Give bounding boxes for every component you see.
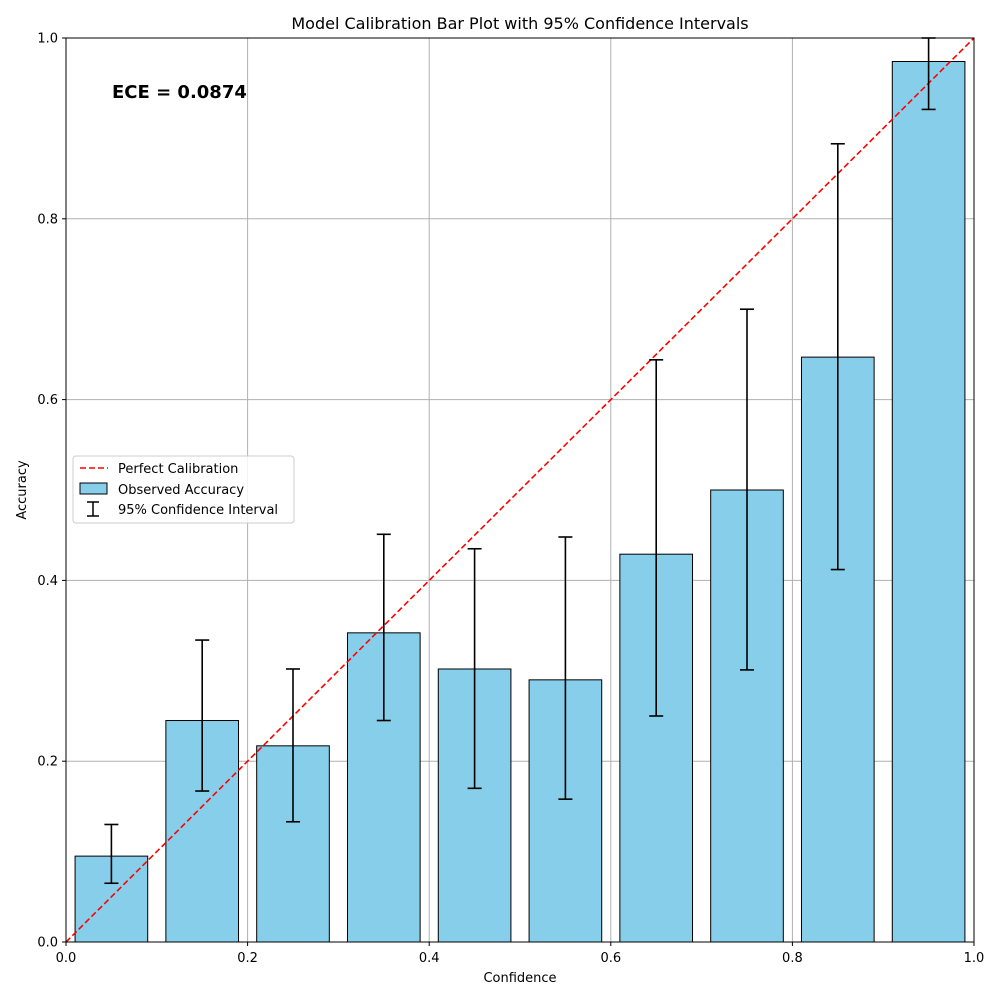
x-tick-label: 0.8 bbox=[782, 951, 803, 966]
x-tick-label: 0.2 bbox=[237, 951, 258, 966]
x-tick-label: 0.0 bbox=[56, 951, 77, 966]
y-tick-label: 0.2 bbox=[37, 755, 58, 770]
y-tick-label: 1.0 bbox=[37, 32, 58, 47]
legend: Perfect Calibration Observed Accuracy 95… bbox=[72, 455, 295, 524]
plot-frame bbox=[65, 37, 975, 943]
y-tick-label: 0.6 bbox=[37, 393, 58, 408]
y-tick-label: 0.4 bbox=[37, 574, 58, 589]
legend-box bbox=[72, 455, 295, 524]
legend-label-observed-accuracy: Observed Accuracy bbox=[118, 483, 244, 498]
x-tick-label: 0.6 bbox=[600, 951, 621, 966]
y-tick-label: 0.0 bbox=[37, 936, 58, 951]
accuracy-bar bbox=[891, 61, 966, 943]
y-axis-label: Accuracy bbox=[15, 460, 30, 520]
ece-annotation: ECE = 0.0874 bbox=[112, 82, 247, 103]
axis-ticks: 0.0 0.2 0.4 0.6 0.8 1.0 0.0 0.2 0.4 0.6 0.8 1.0 bbox=[37, 32, 984, 967]
perfect-calibration-line bbox=[65, 37, 975, 943]
legend-bar-swatch bbox=[79, 482, 108, 495]
x-axis-label: Confidence bbox=[483, 971, 556, 986]
x-tick-label: 0.4 bbox=[419, 951, 440, 966]
x-tick-label: 1.0 bbox=[964, 951, 985, 966]
error-bars bbox=[104, 37, 936, 885]
y-tick-label: 0.8 bbox=[37, 212, 58, 227]
perfect-calibration-line-group bbox=[65, 37, 975, 943]
chart-title: Model Calibration Bar Plot with 95% Conf… bbox=[291, 14, 748, 33]
legend-label-perfect-calibration: Perfect Calibration bbox=[118, 462, 238, 477]
legend-label-confidence-interval: 95% Confidence Interval bbox=[118, 503, 278, 518]
